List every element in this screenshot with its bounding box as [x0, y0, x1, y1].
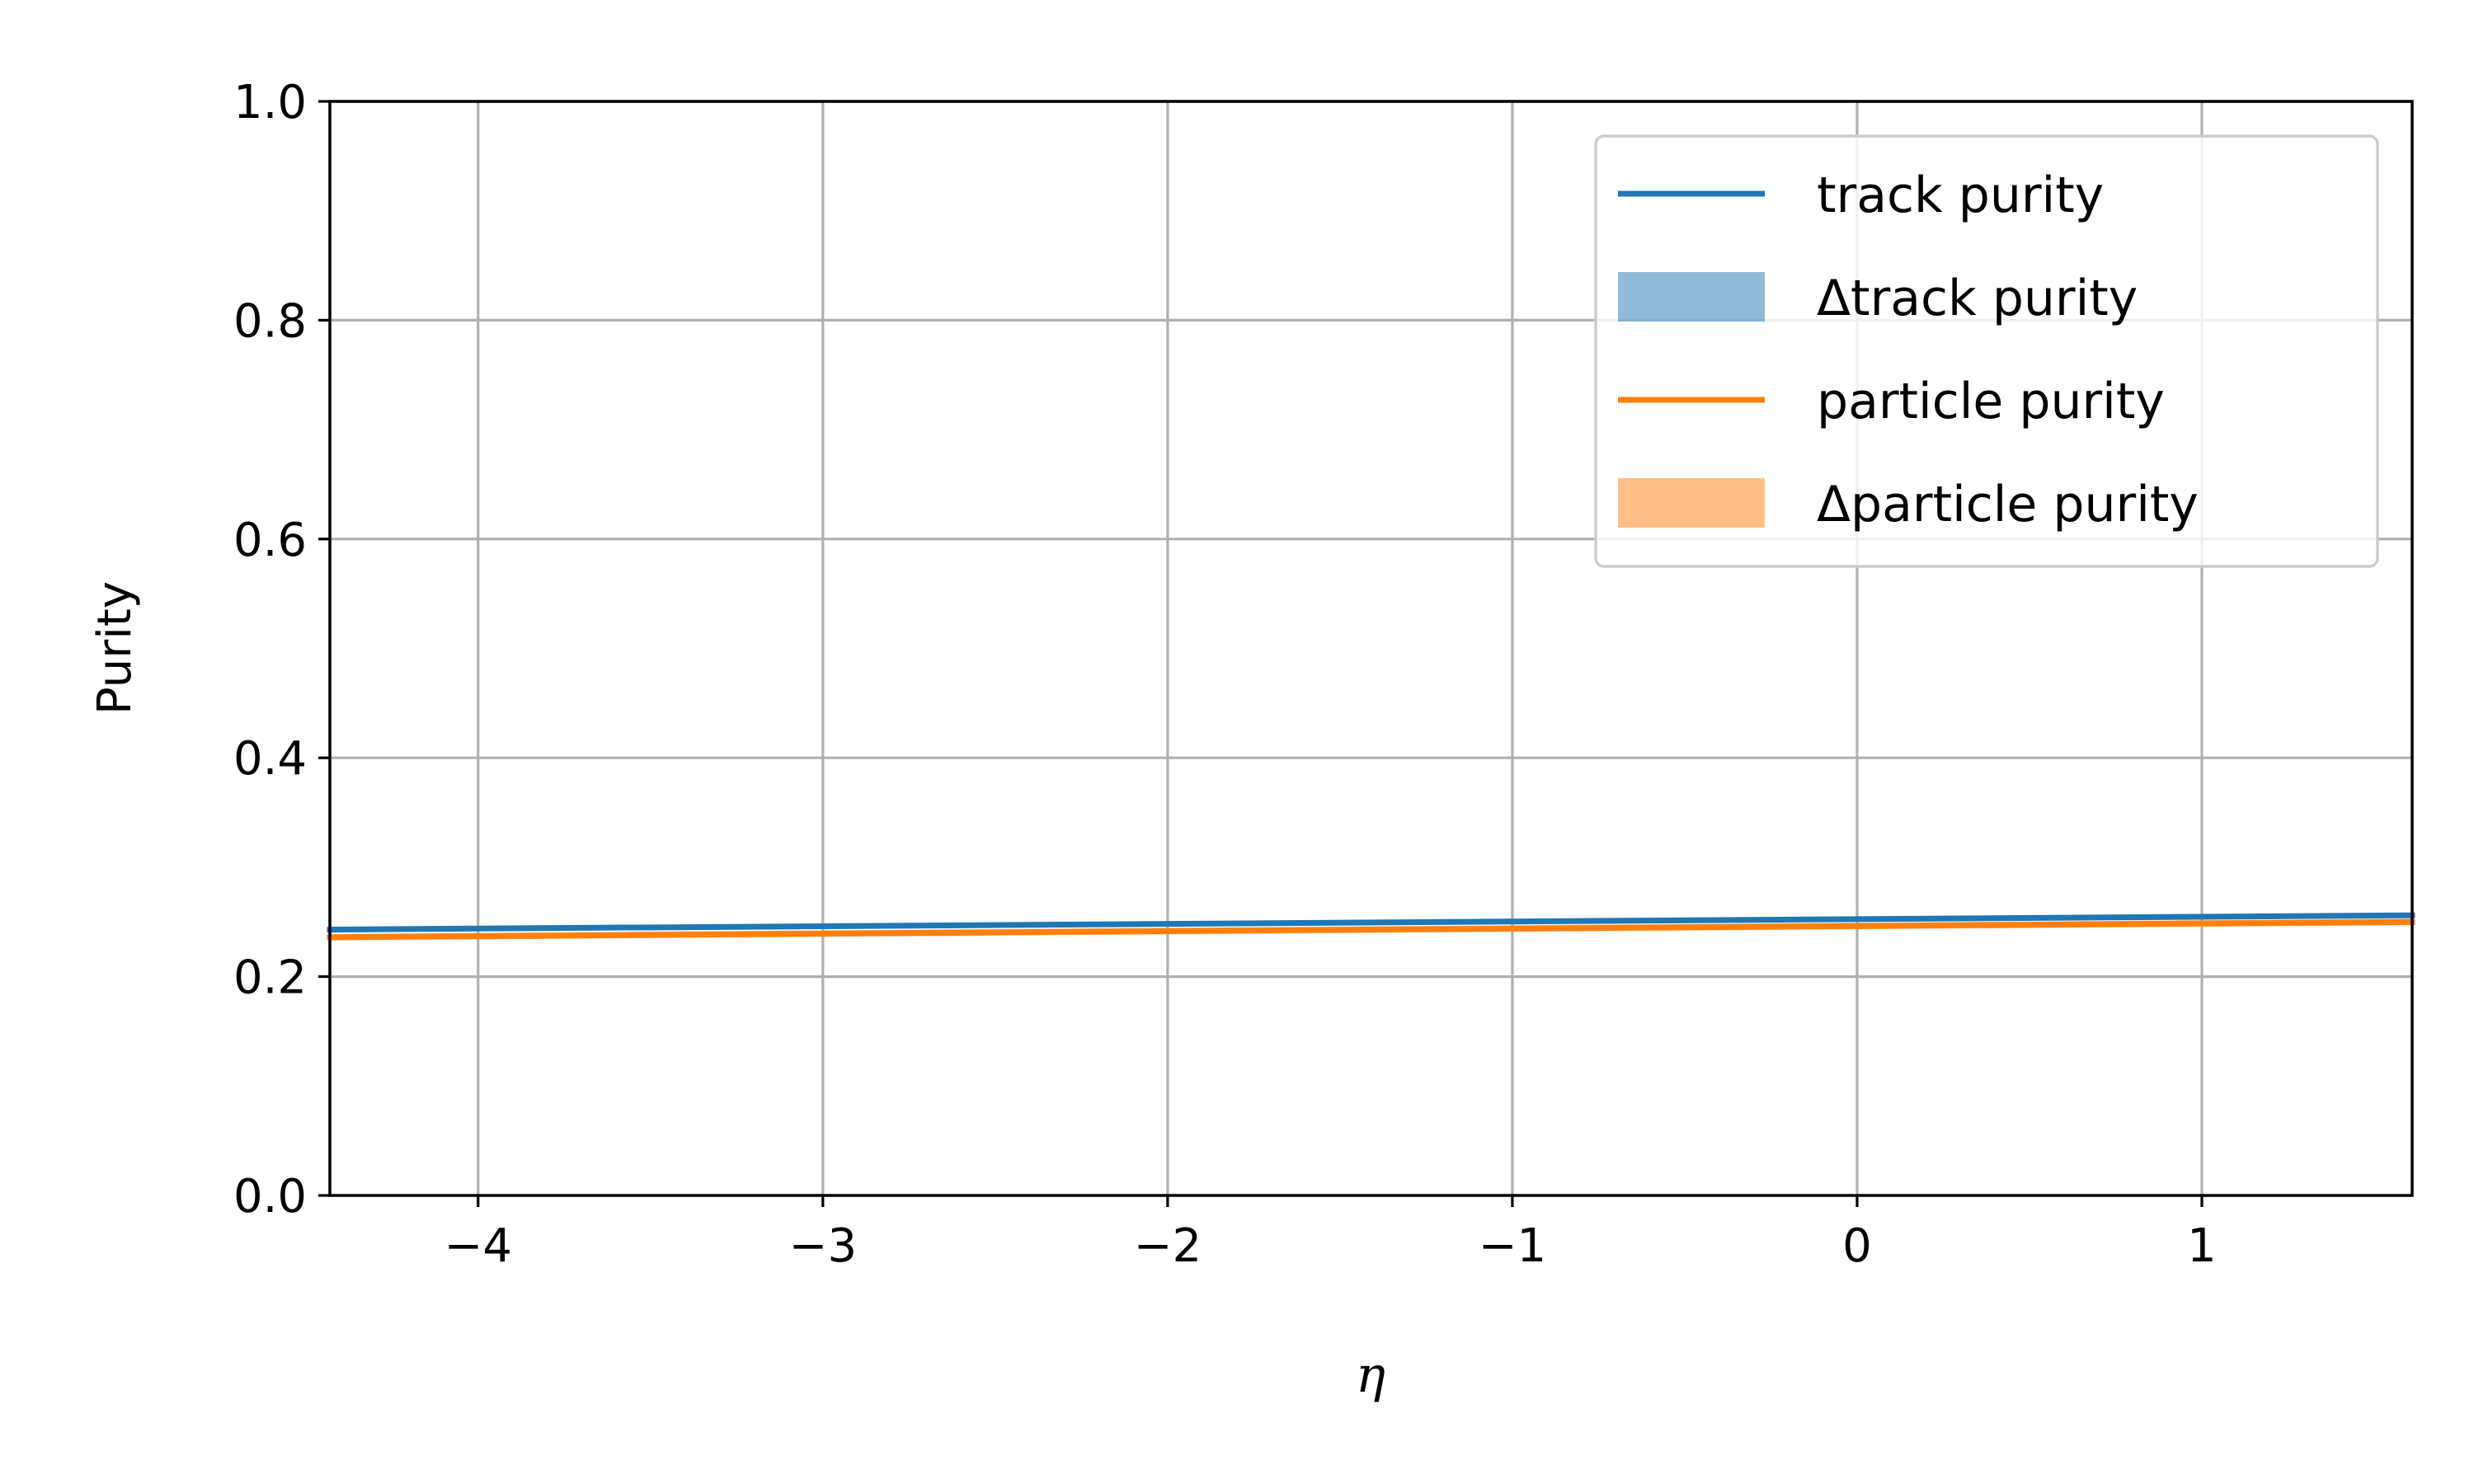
legend-box — [1594, 134, 2379, 568]
y-tick-label: 1.0 — [233, 76, 307, 129]
x-tick-label: 1 — [2187, 1219, 2217, 1273]
x-tick-label: −3 — [789, 1219, 858, 1273]
line-track-purity — [327, 912, 2415, 933]
legend-swatch-delta-particle-purity — [1618, 478, 1765, 528]
legend-label-particle-purity: particle purity — [1817, 373, 2165, 430]
line-layer — [327, 912, 2415, 941]
y-tick-label: 0.6 — [233, 514, 307, 567]
x-axis-label: η — [1356, 1346, 1385, 1404]
y-tick-label: 0.4 — [233, 732, 307, 786]
y-axis-label: Purity — [88, 581, 142, 715]
y-tick-label: 0.8 — [233, 294, 307, 348]
plot-frame — [328, 100, 2414, 1197]
legend-swatch-delta-track-purity — [1618, 272, 1765, 322]
x-tick-label: −2 — [1134, 1219, 1202, 1273]
legend-label-delta-particle-purity: Δparticle purity — [1817, 476, 2199, 533]
line-particle-purity — [327, 918, 2415, 941]
x-tick-label: −4 — [444, 1219, 512, 1273]
x-tick-label: −1 — [1479, 1219, 1547, 1273]
y-tick-label: 0.2 — [233, 951, 307, 1005]
y-tick-label: 0.0 — [233, 1170, 307, 1223]
tick-layer: −4 −3 −2 −1 0 1 0.0 0.2 0.4 0.6 0.8 1.0 — [233, 76, 2217, 1273]
legend-label-delta-track-purity: Δtrack purity — [1817, 270, 2138, 327]
legend-label-track-purity: track purity — [1817, 167, 2104, 224]
legend: track purity Δtrack purity particle puri… — [1594, 134, 2379, 568]
x-tick-label: 0 — [1842, 1219, 1872, 1273]
